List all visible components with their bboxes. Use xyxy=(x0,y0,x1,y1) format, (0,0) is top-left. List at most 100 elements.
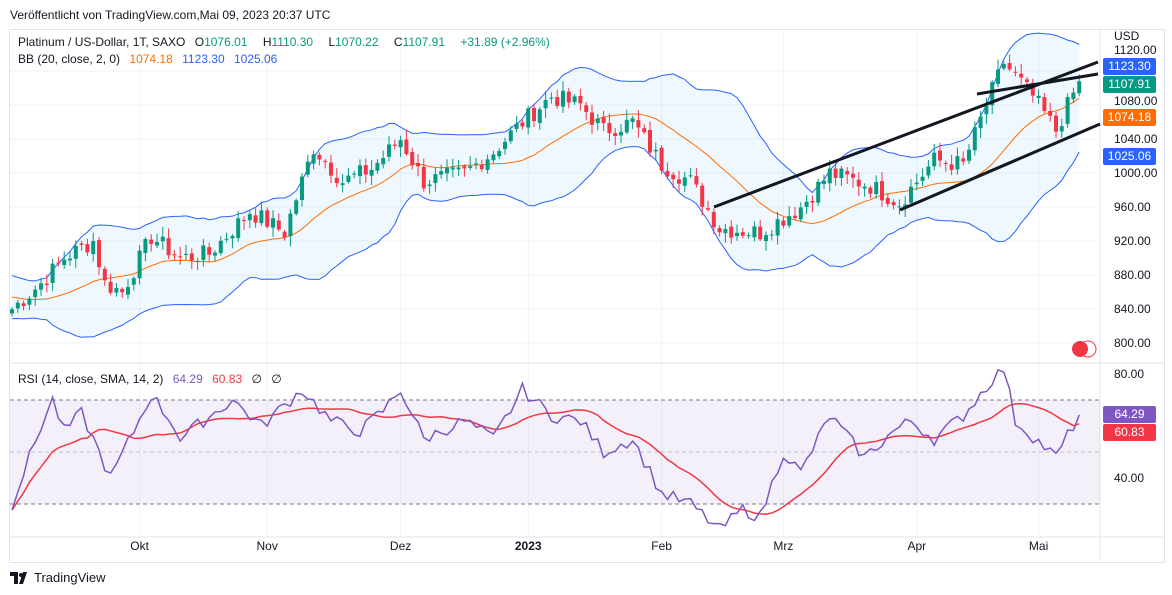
candle-body xyxy=(44,283,49,286)
candle-body xyxy=(50,263,55,284)
candle-body xyxy=(624,119,629,133)
candle-body xyxy=(532,107,536,122)
candle-body xyxy=(73,245,78,259)
candle-body xyxy=(590,112,594,125)
candle-body xyxy=(909,186,913,203)
candle-body xyxy=(938,150,942,161)
candle-body xyxy=(1036,95,1041,98)
candle-body xyxy=(404,139,409,155)
rsi-na-2: ∅ xyxy=(271,372,282,386)
candle-body xyxy=(810,200,815,203)
candle-body xyxy=(79,243,84,245)
candle-body xyxy=(160,236,165,242)
candle-body xyxy=(613,133,618,136)
candle-body xyxy=(526,108,531,128)
high-value: 1110.30 xyxy=(271,35,314,49)
candle-body xyxy=(503,141,507,149)
price-tick-label: 1080.00 xyxy=(1114,94,1158,108)
rsi-tag: 64.29 xyxy=(1103,406,1156,423)
candle-body xyxy=(33,289,38,298)
candle-body xyxy=(955,156,960,170)
close-price-tag: 1107.91 xyxy=(1103,76,1156,93)
rsi-sma-tag: 60.83 xyxy=(1103,424,1156,441)
candle-body xyxy=(543,99,548,109)
candle-body xyxy=(166,238,171,256)
candle-body xyxy=(874,182,879,195)
candle-body xyxy=(694,176,699,185)
rsi-na-1: ∅ xyxy=(251,372,262,386)
bb-basis-line xyxy=(11,97,1080,301)
candle-body xyxy=(433,174,438,184)
candle-body xyxy=(671,174,676,180)
candle-body xyxy=(427,184,432,187)
candle-body xyxy=(474,163,478,165)
candle-body xyxy=(416,162,420,167)
candle-body xyxy=(561,90,565,107)
brand-name: TradingView xyxy=(34,570,106,585)
candle-body xyxy=(126,287,130,295)
rsi-line xyxy=(11,368,1080,527)
candle-body xyxy=(642,128,647,133)
tradingview-logo[interactable]: TradingView xyxy=(10,570,106,585)
candle-body xyxy=(253,215,258,223)
candle-body xyxy=(758,226,763,240)
low-label: L xyxy=(328,35,336,49)
candle-body xyxy=(207,247,212,255)
candle-body xyxy=(798,207,803,220)
candle-body xyxy=(1001,64,1006,69)
candle-body xyxy=(155,242,159,246)
candle-body xyxy=(1013,71,1018,73)
candle-body xyxy=(601,117,606,124)
symbol-title[interactable]: Platinum / US-Dollar, 1T, SAXO xyxy=(18,35,186,49)
candle-body xyxy=(1048,110,1053,116)
candle-body xyxy=(740,232,745,236)
candle-body xyxy=(775,219,780,236)
candle-body xyxy=(711,211,716,228)
candle-body xyxy=(97,240,101,268)
candle-body xyxy=(271,218,275,228)
candle-body xyxy=(961,158,966,162)
price-tick-label: 960.00 xyxy=(1114,200,1151,214)
rsi-band-fill xyxy=(10,400,1100,504)
candle-body xyxy=(700,185,705,207)
candle-body xyxy=(1054,115,1058,132)
price-tick-label: 1000.00 xyxy=(1114,166,1158,180)
candle-body xyxy=(456,167,461,170)
candle-body xyxy=(537,109,542,123)
candle-body xyxy=(856,179,861,187)
candle-body xyxy=(1077,81,1082,94)
rsi-tick-label: 80.00 xyxy=(1114,367,1144,381)
candle-body xyxy=(572,96,577,103)
candle-body xyxy=(450,167,455,170)
candle-body xyxy=(636,120,641,128)
rsi-label[interactable]: RSI (14, close, SMA, 14, 2) xyxy=(18,372,164,386)
bb-band-fill xyxy=(12,33,1080,338)
candle-body xyxy=(1071,92,1076,100)
bb-label[interactable]: BB (20, close, 2, 0) xyxy=(18,52,121,66)
candle-body xyxy=(352,173,357,175)
bb-upper-value: 1123.30 xyxy=(182,52,225,66)
candle-body xyxy=(972,127,977,151)
time-tick-label: Feb xyxy=(651,539,672,553)
candle-body xyxy=(317,154,322,160)
candle-body xyxy=(184,253,188,255)
candle-body xyxy=(1059,126,1064,132)
bb-basis-tag: 1074.18 xyxy=(1103,109,1156,126)
candle-body xyxy=(294,200,299,214)
candle-body xyxy=(462,166,467,169)
time-tick-label: Mai xyxy=(1029,539,1048,553)
candle-body xyxy=(862,186,867,189)
candle-body xyxy=(827,168,832,184)
bb-lower-value: 1025.06 xyxy=(233,52,278,66)
candle-body xyxy=(967,149,971,161)
currency-label[interactable]: USD xyxy=(1114,29,1140,43)
candle-body xyxy=(1030,82,1035,96)
candle-body xyxy=(549,97,554,99)
candle-body xyxy=(677,179,681,184)
candle-body xyxy=(885,197,890,205)
rsi-value: 64.29 xyxy=(172,372,203,386)
candle-body xyxy=(880,181,884,201)
candle-body xyxy=(833,168,838,178)
